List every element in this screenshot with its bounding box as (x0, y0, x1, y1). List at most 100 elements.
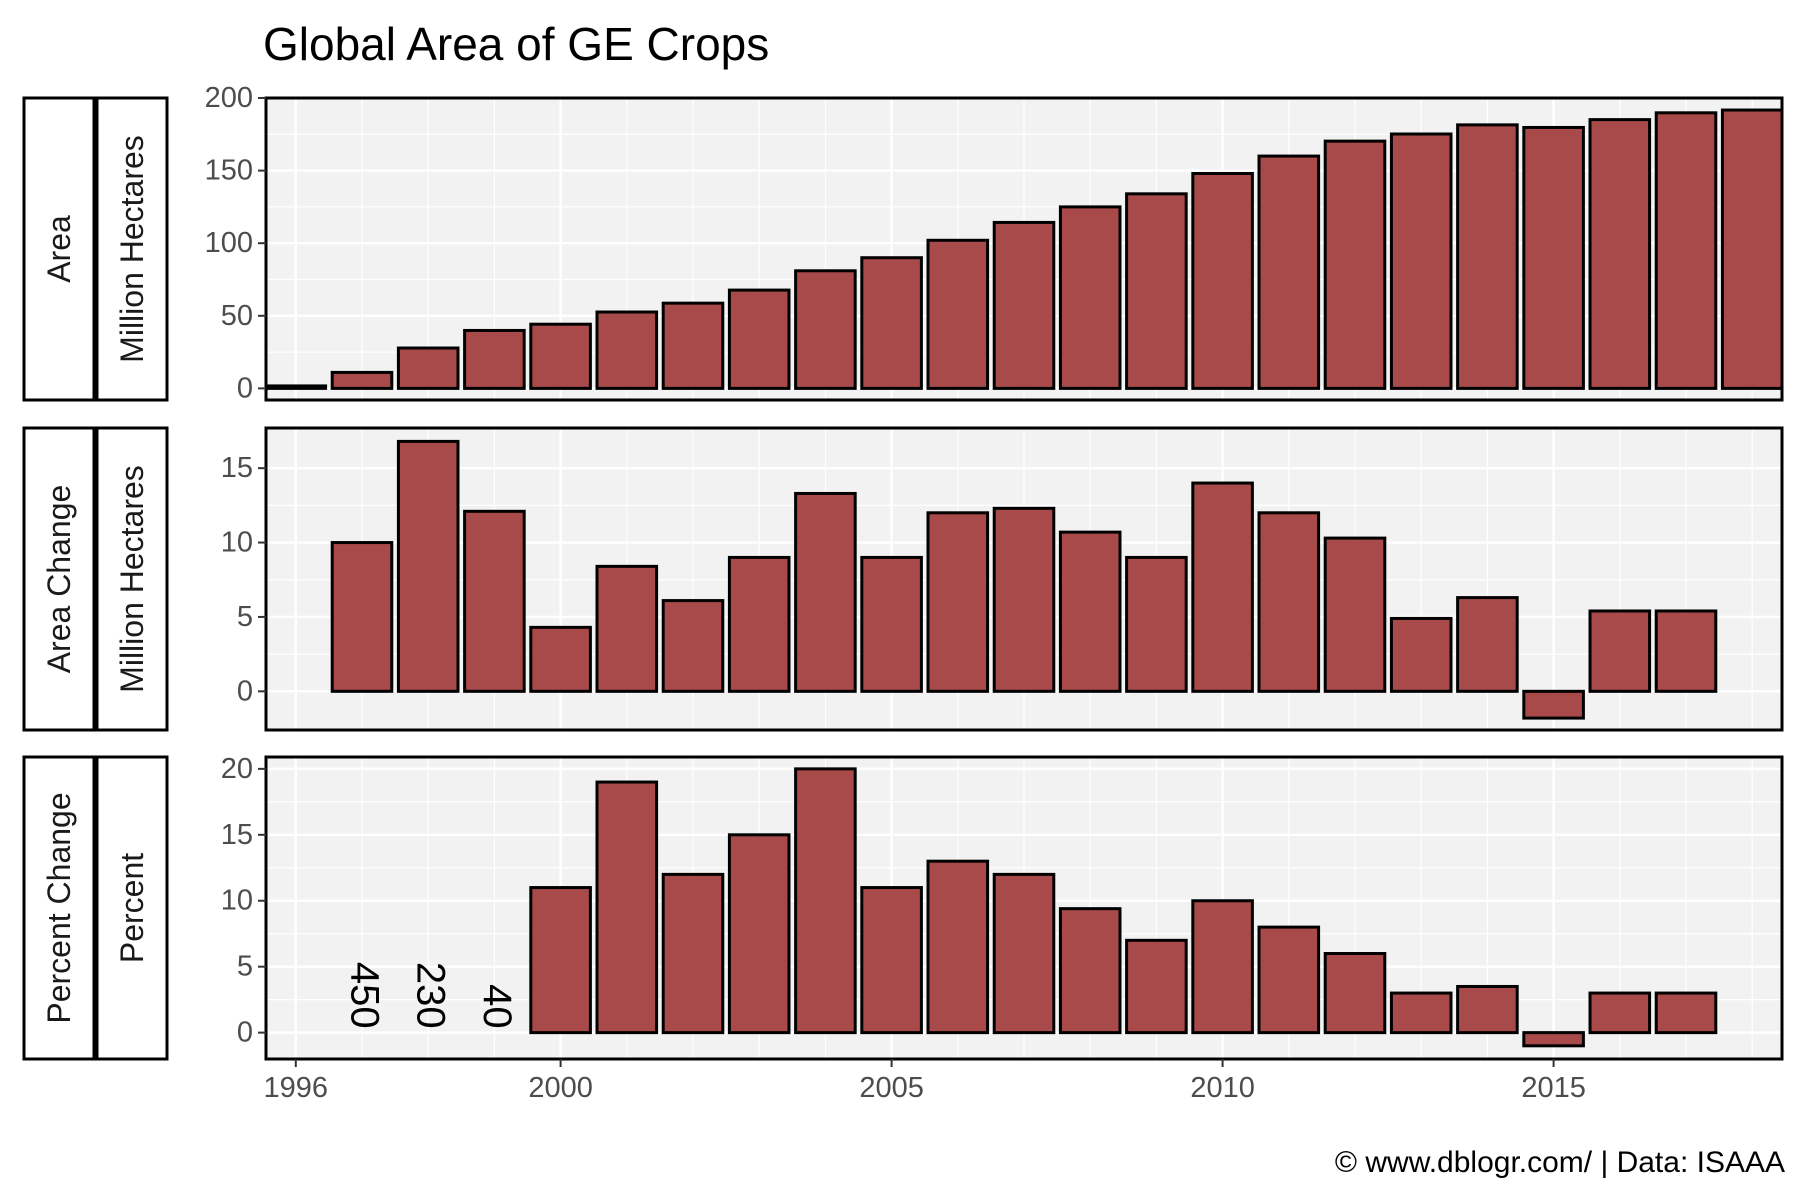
panel-border (264, 426, 1784, 732)
bar-area-2010 (1191, 172, 1254, 390)
y-tick-label: 200 (205, 82, 253, 114)
bar-area-change-2011 (1257, 511, 1321, 693)
bar-area-1996 (264, 384, 328, 390)
bar-percent-change-2010 (1191, 899, 1254, 1035)
bar-area-change-2002 (661, 599, 725, 693)
bar-area-change-2017 (1654, 609, 1718, 693)
bar-area-2005 (860, 256, 923, 390)
y-tick-label: 100 (205, 227, 253, 259)
y-tick-label: 15 (221, 452, 253, 484)
annotation-label: 450 (342, 962, 386, 1029)
y-tick-label: 0 (237, 372, 253, 404)
bar-area-change-2000 (529, 625, 592, 693)
chart-title: Global Area of GE Crops (263, 18, 769, 70)
bar-percent-change-2008 (1058, 907, 1122, 1035)
bar-area-change-2008 (1058, 530, 1122, 693)
y-tick-label: 150 (205, 155, 253, 187)
bar-area-2002 (661, 301, 725, 390)
bar-area-change-2006 (926, 511, 990, 693)
x-tick-label: 2010 (1190, 1072, 1255, 1104)
annotation-label: 230 (409, 962, 453, 1029)
bar-percent-change-2016 (1588, 991, 1652, 1035)
strip-inner-box (95, 96, 169, 402)
bar-percent-change-2004 (794, 767, 857, 1035)
strip-inner-label: Percent (114, 853, 150, 963)
bar-percent-change-2012 (1323, 951, 1387, 1035)
bar-area-2011 (1257, 154, 1321, 390)
bar-percent-change-2017 (1654, 991, 1718, 1035)
bar-area-change-1997 (330, 541, 394, 693)
x-tick-label: 2015 (1521, 1072, 1586, 1104)
bar-area-change-2009 (1125, 555, 1188, 693)
bar-area-change-2004 (794, 491, 857, 693)
strip-outer-box (22, 96, 96, 402)
bar-percent-change-2014 (1456, 984, 1519, 1035)
strip-outer-box (22, 426, 96, 732)
bar-percent-change-2003 (727, 833, 791, 1035)
y-tick-label: 0 (237, 675, 253, 707)
y-tick-label: 5 (237, 951, 253, 983)
panel-3: 450 230 40 0 5 10 15 20 Percent Change Percent (22, 753, 1784, 1061)
strip-outer-label: Percent Change (41, 792, 77, 1023)
bar-area-2018 (1720, 108, 1784, 390)
panel-border (264, 96, 1784, 402)
bar-area-1999 (463, 328, 526, 390)
bar-area-2012 (1323, 139, 1387, 390)
y-tick-label: 10 (221, 885, 253, 917)
bar-percent-change-2000 (529, 886, 592, 1035)
bar-percent-change-2007 (992, 872, 1056, 1035)
bar-area-1997 (330, 370, 394, 390)
bar-area-2009 (1125, 192, 1188, 390)
bar-area-1998 (396, 346, 460, 390)
bar-percent-change-2001 (595, 780, 659, 1035)
bar-area-change-2012 (1323, 536, 1387, 693)
bar-area-2015 (1522, 125, 1585, 390)
strip-outer-label: Area Change (41, 485, 77, 674)
y-tick-label: 15 (221, 819, 253, 851)
bar-percent-change-2002 (661, 872, 725, 1035)
bar-area-2000 (529, 322, 592, 390)
bar-area-change-1998 (396, 439, 460, 693)
bar-percent-change-2015 (1522, 1031, 1585, 1048)
bar-area-change-2010 (1191, 481, 1254, 693)
y-tick-label: 10 (221, 527, 253, 559)
bar-area-change-2016 (1588, 609, 1652, 693)
bar-area-2013 (1389, 132, 1453, 390)
strip-inner-label: Million Hectares (114, 135, 150, 363)
x-tick-label: 1996 (264, 1072, 329, 1104)
bar-area-2001 (595, 310, 659, 390)
bar-area-change-1999 (463, 509, 526, 693)
strip-outer-box (22, 755, 96, 1061)
x-tick-label: 2000 (528, 1072, 593, 1104)
y-tick-label: 50 (221, 300, 253, 332)
panel-1: 0 50 100 150 200 Area Million Hectares (22, 82, 1784, 404)
bar-area-2017 (1654, 111, 1718, 390)
bar-area-2007 (992, 220, 1056, 390)
x-axis: 1996 2000 2005 2010 2015 (264, 1059, 1586, 1104)
bar-percent-change-2006 (926, 859, 990, 1035)
bar-percent-change-2009 (1125, 938, 1188, 1035)
x-tick-label: 2005 (859, 1072, 924, 1104)
y-tick-label: 0 (237, 1017, 253, 1049)
panel-2: 0 5 10 15 Area Change Million Hectares (22, 426, 1784, 732)
bar-percent-change-2013 (1389, 991, 1453, 1035)
bar-area-2014 (1456, 123, 1519, 390)
bar-area-2004 (794, 269, 857, 390)
panel-border (264, 755, 1784, 1061)
y-tick-label: 20 (221, 753, 253, 785)
bar-area-2003 (727, 288, 791, 390)
strip-outer-label: Area (41, 215, 77, 283)
y-tick-label: 5 (237, 601, 253, 633)
strip-inner-label: Million Hectares (114, 465, 150, 693)
bar-area-2016 (1588, 118, 1652, 390)
bar-area-2008 (1058, 205, 1122, 390)
strip-inner-box (95, 426, 169, 732)
annotation-label: 40 (475, 984, 519, 1029)
strip-inner-box (95, 755, 169, 1061)
chart-caption: © www.dblogr.com/ | Data: ISAAA (1335, 1146, 1785, 1179)
bar-percent-change-2005 (860, 886, 923, 1035)
bar-area-change-2005 (860, 555, 923, 693)
bar-area-change-2014 (1456, 596, 1519, 693)
